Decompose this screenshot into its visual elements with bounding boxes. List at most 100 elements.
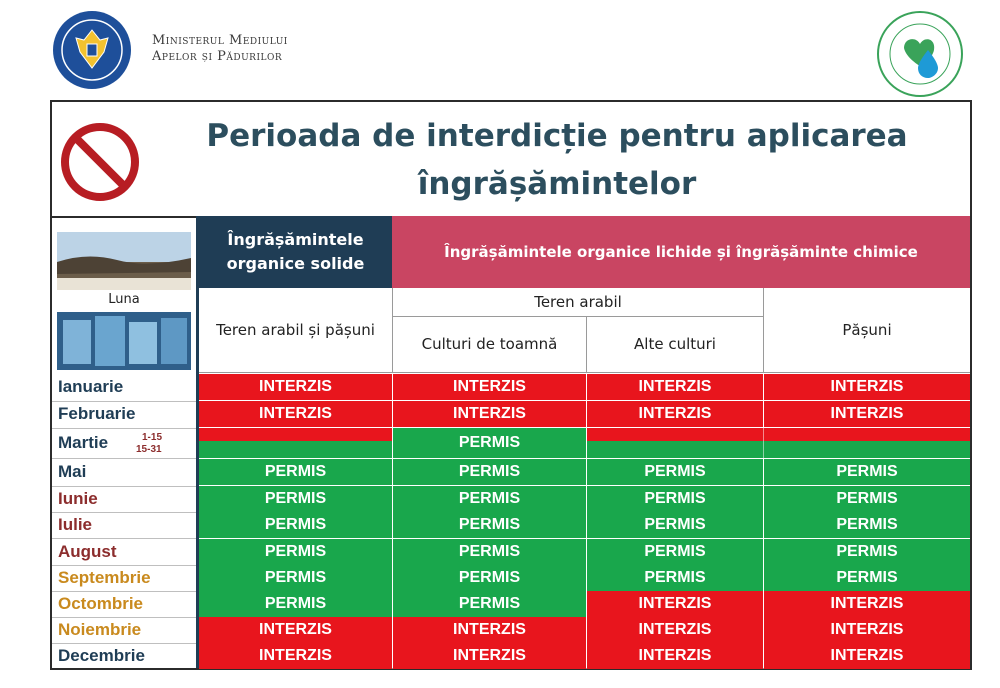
status-cell-septembrie-toamna: PERMIS <box>393 565 586 591</box>
status-cell-mai-solid: PERMIS <box>199 459 392 485</box>
status-block-martie-liquid-late <box>587 441 970 458</box>
status-cell-octombrie-solid: PERMIS <box>199 591 392 617</box>
status-cell-noiembrie-pasuni: INTERZIS <box>764 617 970 643</box>
page-header: Ministerul Mediului Apelor și Pădurilor <box>0 0 1000 100</box>
status-cell-iunie-solid: PERMIS <box>199 486 392 512</box>
month-decembrie: Decembrie <box>58 646 145 665</box>
status-cell-ianuarie-pasuni: INTERZIS <box>764 374 970 400</box>
grid-divider <box>586 374 587 669</box>
teren-arabil-header: Teren arabil <box>534 293 622 311</box>
status-cell-noiembrie-toamna: INTERZIS <box>393 617 586 643</box>
title-band: Perioada de interdicție pentru aplicarea… <box>52 102 970 218</box>
month-august: August <box>58 542 117 561</box>
header-divider <box>392 288 393 372</box>
ministry-line-2: Apelor și Pădurilor <box>152 49 283 64</box>
status-cell-octombrie-toamna: PERMIS <box>393 591 586 617</box>
liquid-chemical-header: Îngrășămintele organice lichide și îngră… <box>392 224 970 280</box>
status-cell-iunie-toamna: PERMIS <box>393 486 586 512</box>
environment-seal-icon <box>877 11 963 97</box>
title-line-2: îngrășămintelor <box>417 166 697 202</box>
pasuni-header: Pășuni <box>842 321 892 339</box>
row-divider <box>52 591 196 592</box>
status-cell-noiembrie-solid: INTERZIS <box>199 617 392 643</box>
status-cell-iulie-solid: PERMIS <box>199 512 392 538</box>
status-cell-mai-pasuni: PERMIS <box>764 459 970 485</box>
row-divider <box>52 512 196 513</box>
month-februarie: Februarie <box>58 404 136 423</box>
status-cell-martie-toamna: PERMIS <box>393 428 586 458</box>
month-iunie: Iunie <box>58 489 98 508</box>
status-cell-iulie-toamna: PERMIS <box>393 512 586 538</box>
status-cell-octombrie-alte: INTERZIS <box>587 591 763 617</box>
row-divider <box>52 486 196 487</box>
status-cell-iunie-pasuni: PERMIS <box>764 486 970 512</box>
ministry-name: Ministerul Mediului Apelor și Pădurilor <box>152 33 288 65</box>
status-cell-august-toamna: PERMIS <box>393 539 586 565</box>
month-ianuarie: Ianuarie <box>58 377 124 396</box>
header-divider <box>199 372 970 373</box>
month-martie: Martie <box>58 433 109 452</box>
status-cell-ianuarie-toamna: INTERZIS <box>393 374 586 400</box>
month-octombrie: Octombrie <box>58 594 144 613</box>
status-cell-ianuarie-alte: INTERZIS <box>587 374 763 400</box>
status-block-martie-solid-late <box>199 441 392 458</box>
prohibition-icon <box>61 123 139 201</box>
status-cell-februarie-pasuni: INTERZIS <box>764 401 970 427</box>
status-cell-august-alte: PERMIS <box>587 539 763 565</box>
month-column: Luna <box>52 216 199 668</box>
row-divider <box>52 617 196 618</box>
status-cell-noiembrie-alte: INTERZIS <box>587 617 763 643</box>
row-divider <box>52 458 196 459</box>
solid-fertilizer-header: Îngrășămintele organice solide <box>199 216 392 288</box>
status-cell-mai-alte: PERMIS <box>587 459 763 485</box>
row-divider <box>52 538 196 539</box>
header-divider <box>393 316 763 317</box>
culturi-toamna-header: Culturi de toamnă <box>421 335 558 353</box>
status-cell-februarie-solid: INTERZIS <box>199 401 392 427</box>
month-iulie: Iulie <box>58 515 93 534</box>
status-cell-ianuarie-solid: INTERZIS <box>199 374 392 400</box>
status-cell-august-solid: PERMIS <box>199 539 392 565</box>
grid-divider <box>392 374 393 669</box>
field-photo-icon <box>57 232 191 290</box>
row-divider <box>52 428 196 429</box>
martie-period-1: 1-15 <box>142 432 163 443</box>
regulation-table: Perioada de interdicție pentru aplicarea… <box>50 100 972 670</box>
month-mai: Mai <box>58 462 87 481</box>
row-divider <box>52 643 196 644</box>
luna-label: Luna <box>108 292 140 307</box>
status-cell-decembrie-solid: INTERZIS <box>199 643 392 669</box>
status-cell-iulie-pasuni: PERMIS <box>764 512 970 538</box>
status-cell-septembrie-alte: PERMIS <box>587 565 763 591</box>
status-cell-februarie-toamna: INTERZIS <box>393 401 586 427</box>
status-block-martie-solid-early <box>199 428 392 441</box>
alte-culturi-header: Alte culturi <box>634 335 716 353</box>
month-noiembrie: Noiembrie <box>58 620 142 639</box>
status-block-martie-liquid-early <box>587 428 970 441</box>
status-cell-octombrie-pasuni: INTERZIS <box>764 591 970 617</box>
ministry-line-1: Ministerul Mediului <box>152 33 288 48</box>
romanian-government-crest-icon <box>53 11 131 89</box>
status-cell-iulie-alte: PERMIS <box>587 512 763 538</box>
title-line-1: Perioada de interdicție pentru aplicarea <box>206 118 908 154</box>
header-divider <box>763 288 764 372</box>
header-divider <box>586 316 587 372</box>
status-cell-septembrie-pasuni: PERMIS <box>764 565 970 591</box>
row-divider <box>52 401 196 402</box>
month-septembrie: Septembrie <box>58 568 151 587</box>
grid-divider <box>763 374 764 669</box>
status-cell-decembrie-pasuni: INTERZIS <box>764 643 970 669</box>
status-cell-mai-toamna: PERMIS <box>393 459 586 485</box>
status-cell-decembrie-toamna: INTERZIS <box>393 643 586 669</box>
status-cell-august-pasuni: PERMIS <box>764 539 970 565</box>
page-title: Perioada de interdicție pentru aplicarea… <box>147 112 967 208</box>
status-cell-februarie-alte: INTERZIS <box>587 401 763 427</box>
row-divider <box>52 565 196 566</box>
teren-arabil-pasuni-header: Teren arabil și pășuni <box>216 321 375 339</box>
status-cell-septembrie-solid: PERMIS <box>199 565 392 591</box>
status-cell-decembrie-alte: INTERZIS <box>587 643 763 669</box>
liquid-chemical-header-band: Îngrășămintele organice lichide și îngră… <box>392 216 970 288</box>
status-cell-iunie-alte: PERMIS <box>587 486 763 512</box>
martie-period-2: 15-31 <box>136 444 162 455</box>
fertilizer-bags-photo-icon <box>57 312 191 370</box>
